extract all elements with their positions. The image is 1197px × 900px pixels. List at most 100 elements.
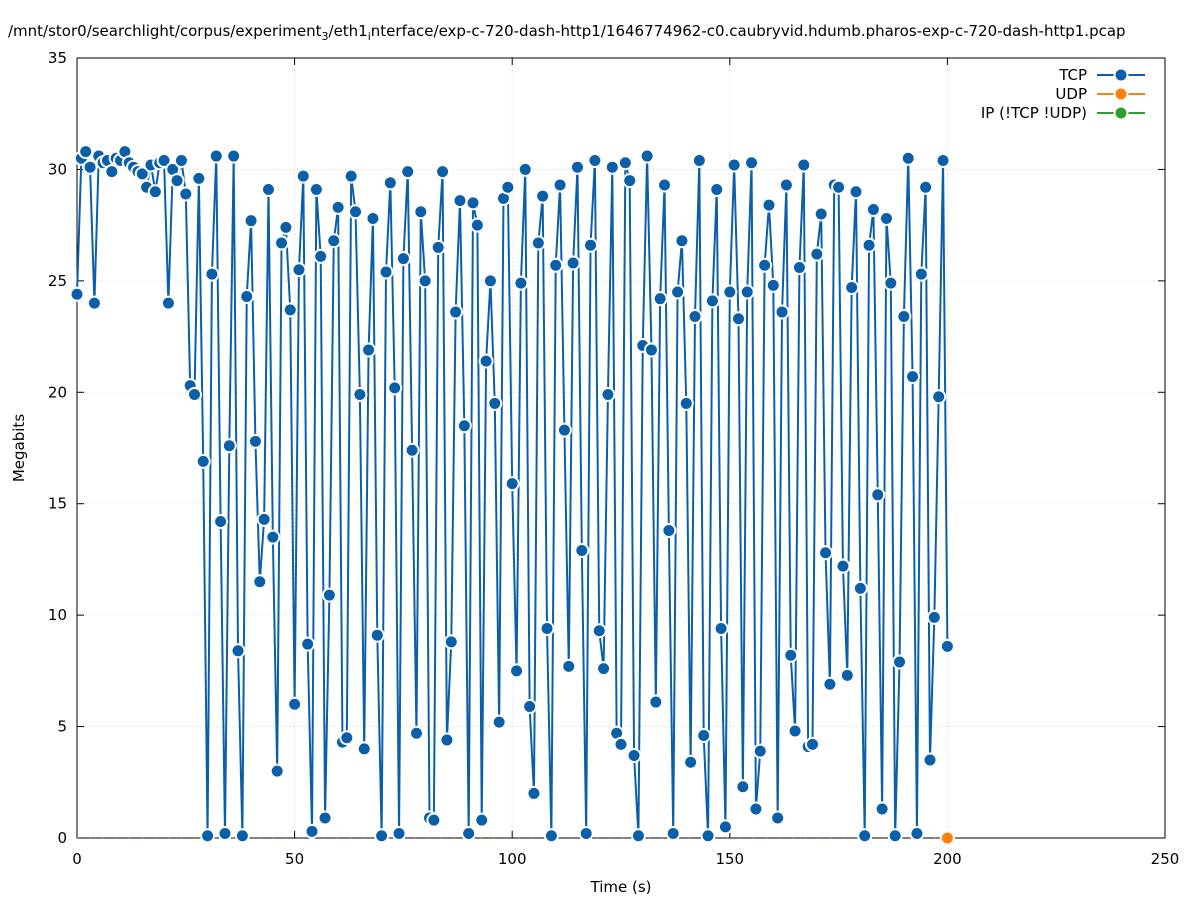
data-point	[670, 284, 686, 300]
data-point	[878, 210, 894, 226]
data-point	[482, 273, 498, 289]
data-point	[896, 309, 912, 325]
data-point	[339, 730, 355, 746]
data-point	[761, 197, 777, 213]
data-point	[630, 828, 646, 844]
data-point	[848, 184, 864, 200]
data-point	[265, 529, 281, 545]
data-point	[208, 148, 224, 164]
data-point	[187, 387, 203, 403]
data-point	[321, 587, 337, 603]
x-tick-label: 0	[72, 850, 82, 868]
data-point	[300, 636, 316, 652]
data-point	[173, 153, 189, 169]
data-point	[905, 369, 921, 385]
data-point	[513, 275, 529, 291]
data-point	[678, 395, 694, 411]
data-point	[443, 634, 459, 650]
data-point	[909, 826, 925, 842]
data-point	[892, 654, 908, 670]
data-point	[683, 754, 699, 770]
data-point	[900, 150, 916, 166]
series-1	[77, 830, 955, 846]
data-point	[234, 828, 250, 844]
data-point	[86, 295, 102, 311]
data-point	[82, 159, 98, 175]
data-point	[852, 580, 868, 596]
data-point	[648, 694, 664, 710]
data-point	[361, 342, 377, 358]
data-point	[604, 159, 620, 175]
data-point	[160, 295, 176, 311]
data-point	[691, 153, 707, 169]
data-point	[674, 233, 690, 249]
data-point	[770, 810, 786, 826]
data-point	[709, 181, 725, 197]
data-point	[500, 179, 516, 195]
data-point	[308, 181, 324, 197]
data-point	[765, 277, 781, 293]
data-point	[569, 159, 585, 175]
data-point	[461, 826, 477, 842]
data-point	[382, 175, 398, 191]
data-point	[509, 663, 525, 679]
data-point	[226, 148, 242, 164]
x-tick-label: 150	[715, 850, 744, 868]
data-point	[643, 342, 659, 358]
data-point	[626, 748, 642, 764]
data-point	[243, 213, 259, 229]
data-point	[574, 543, 590, 559]
data-point	[230, 643, 246, 659]
data-point	[757, 257, 773, 273]
data-point	[330, 199, 346, 215]
data-point	[395, 251, 411, 267]
data-point	[791, 259, 807, 275]
data-point	[600, 387, 616, 403]
y-tick-label: 35	[48, 49, 67, 67]
data-point	[400, 164, 416, 180]
chart-title: /mnt/stor0/searchlight/corpus/experiment…	[8, 22, 1126, 43]
data-point	[448, 304, 464, 320]
data-point	[804, 736, 820, 752]
series-layer	[69, 144, 955, 846]
data-point	[487, 395, 503, 411]
data-point	[713, 621, 729, 637]
legend-label: TCP	[1058, 66, 1087, 84]
x-tick-label: 250	[1151, 850, 1180, 868]
data-point	[304, 823, 320, 839]
y-tick-label: 0	[57, 829, 67, 847]
data-point	[169, 173, 185, 189]
data-point	[408, 725, 424, 741]
series-0	[69, 144, 955, 844]
data-point	[857, 828, 873, 844]
legend-marker	[1113, 67, 1129, 83]
data-point	[378, 264, 394, 280]
data-point	[195, 453, 211, 469]
data-point	[247, 433, 263, 449]
data-point	[661, 522, 677, 538]
data-point	[178, 186, 194, 202]
plot-area	[76, 57, 1166, 839]
data-point	[556, 422, 572, 438]
data-point	[548, 257, 564, 273]
data-point	[217, 826, 233, 842]
data-point	[652, 291, 668, 307]
data-point	[809, 246, 825, 262]
data-point	[522, 699, 538, 715]
data-point	[561, 658, 577, 674]
data-point	[939, 830, 955, 846]
data-point	[778, 177, 794, 193]
data-point	[813, 206, 829, 222]
data-point	[417, 273, 433, 289]
x-axis-label: Time (s)	[590, 878, 652, 896]
data-point	[452, 193, 468, 209]
chart-title-part-2: /eth1	[329, 22, 368, 40]
legend-item: TCP	[1058, 66, 1145, 84]
y-tick-label: 25	[48, 272, 67, 290]
data-point	[352, 387, 368, 403]
y-tick-label: 30	[48, 160, 67, 178]
y-tick-label: 5	[57, 718, 67, 736]
data-point	[269, 763, 285, 779]
data-point	[104, 164, 120, 180]
